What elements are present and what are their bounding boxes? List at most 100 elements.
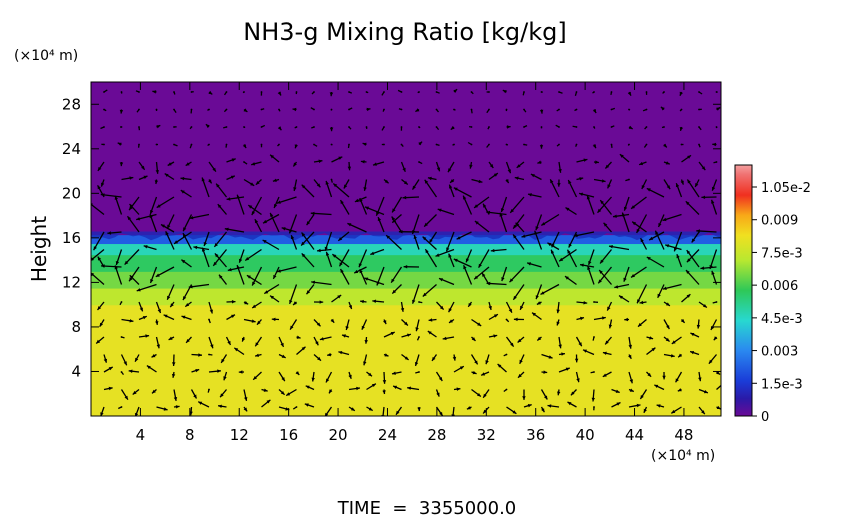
wind-arrow: [332, 253, 350, 268]
wind-arrow: [591, 389, 595, 402]
wind-arrow: [207, 388, 210, 393]
wind-arrow: [324, 406, 333, 416]
wind-arrow: [181, 315, 192, 321]
wind-arrow: [208, 318, 211, 324]
wind-arrow: [325, 251, 333, 268]
wind-arrow: [575, 371, 580, 383]
y-axis: 4 8 12 16 20 24 28: [62, 95, 721, 380]
wind-arrow: [540, 91, 543, 93]
wind-arrow: [555, 124, 560, 128]
wind-arrow: [689, 350, 700, 356]
wind-arrow: [364, 277, 385, 286]
wind-arrow: [680, 319, 686, 324]
wind-arrow: [128, 196, 140, 211]
wind-arrow: [151, 353, 157, 358]
wind-arrow: [481, 272, 490, 285]
wind-arrow: [711, 179, 718, 191]
wind-arrow: [397, 89, 403, 93]
wind-arrow: [550, 249, 560, 268]
colorbar-label: 1.05e-2: [761, 181, 811, 196]
wind-arrow: [241, 336, 246, 342]
wind-arrow: [469, 161, 473, 169]
wind-arrow: [392, 385, 402, 391]
wind-arrow: [537, 160, 542, 164]
wind-arrow: [502, 89, 507, 94]
wind-arrow: [243, 301, 249, 305]
wind-arrow: [570, 389, 577, 396]
wind-arrow: [277, 91, 282, 96]
wind-arrow: [686, 179, 700, 198]
wind-arrow: [442, 336, 455, 341]
wind-arrow: [663, 301, 671, 307]
wind-arrow: [100, 406, 105, 416]
wind-arrow: [539, 144, 544, 149]
wind-arrow: [128, 266, 140, 282]
wind-arrow: [436, 301, 445, 311]
wind-arrow: [453, 187, 472, 198]
wind-arrow: [471, 318, 482, 327]
wind-arrow: [416, 336, 420, 341]
wind-arrow: [300, 231, 315, 247]
wind-arrow: [366, 406, 374, 412]
wind-arrow: [107, 231, 122, 235]
wind-arrow: [180, 189, 192, 198]
wind-arrow: [382, 389, 386, 395]
wind-arrow: [602, 371, 612, 378]
wind-arrow: [646, 371, 652, 378]
wind-arrow: [526, 262, 542, 268]
wind-arrow: [339, 268, 350, 285]
wind-arrow: [332, 183, 350, 198]
wind-arrow: [226, 300, 236, 304]
colorbar-gradient: [734, 164, 753, 417]
wind-arrow: [348, 386, 361, 391]
wind-arrow: [413, 234, 420, 250]
wind-arrow: [574, 354, 579, 363]
wind-arrow: [295, 91, 298, 95]
wind-arrow: [592, 144, 597, 149]
wind-arrow: [289, 319, 298, 330]
wind-arrow: [400, 143, 404, 148]
colorbar-label: 0: [761, 410, 769, 425]
wind-arrow: [213, 231, 228, 248]
wind-arrow: [366, 371, 373, 377]
wind-arrow: [680, 143, 684, 146]
wind-arrow: [501, 266, 508, 282]
wind-arrow: [663, 353, 675, 358]
wind-arrow: [710, 199, 718, 215]
wind-arrow: [328, 389, 333, 394]
wind-arrow: [173, 108, 177, 113]
x-tick-label: 16: [279, 426, 298, 444]
wind-arrow: [662, 213, 682, 222]
wind-arrow: [288, 284, 298, 305]
wind-arrow: [435, 406, 444, 416]
wind-arrow: [663, 336, 671, 343]
colorbar-label: 1.5e-3: [761, 377, 803, 392]
wind-arrow: [201, 247, 210, 268]
wind-arrow: [547, 404, 560, 408]
wind-arrow: [628, 388, 635, 393]
wind-arrow: [126, 215, 140, 233]
wind-arrow: [612, 213, 630, 218]
wind-arrow: [509, 196, 525, 214]
wind-arrow: [478, 249, 490, 269]
wind-arrow: [485, 354, 490, 365]
wind-arrow: [506, 125, 511, 129]
wind-arrow: [166, 284, 175, 301]
wind-arrow: [151, 389, 157, 394]
wind-arrow: [173, 91, 176, 95]
wind-arrow: [480, 371, 490, 376]
x-tick-label: 20: [329, 426, 348, 444]
wind-arrow: [558, 336, 562, 349]
wind-arrow: [278, 389, 286, 396]
wind-arrow: [486, 108, 490, 114]
wind-arrow: [348, 301, 353, 310]
field-band: [91, 287, 721, 306]
wind-arrow: [640, 237, 648, 250]
wind-arrow: [467, 301, 473, 308]
wind-arrow: [505, 161, 512, 174]
wind-arrow: [345, 319, 350, 331]
wind-arrow: [627, 143, 630, 146]
wind-arrow: [556, 301, 560, 314]
wind-arrow: [696, 229, 717, 233]
wind-arrow: [663, 319, 670, 330]
